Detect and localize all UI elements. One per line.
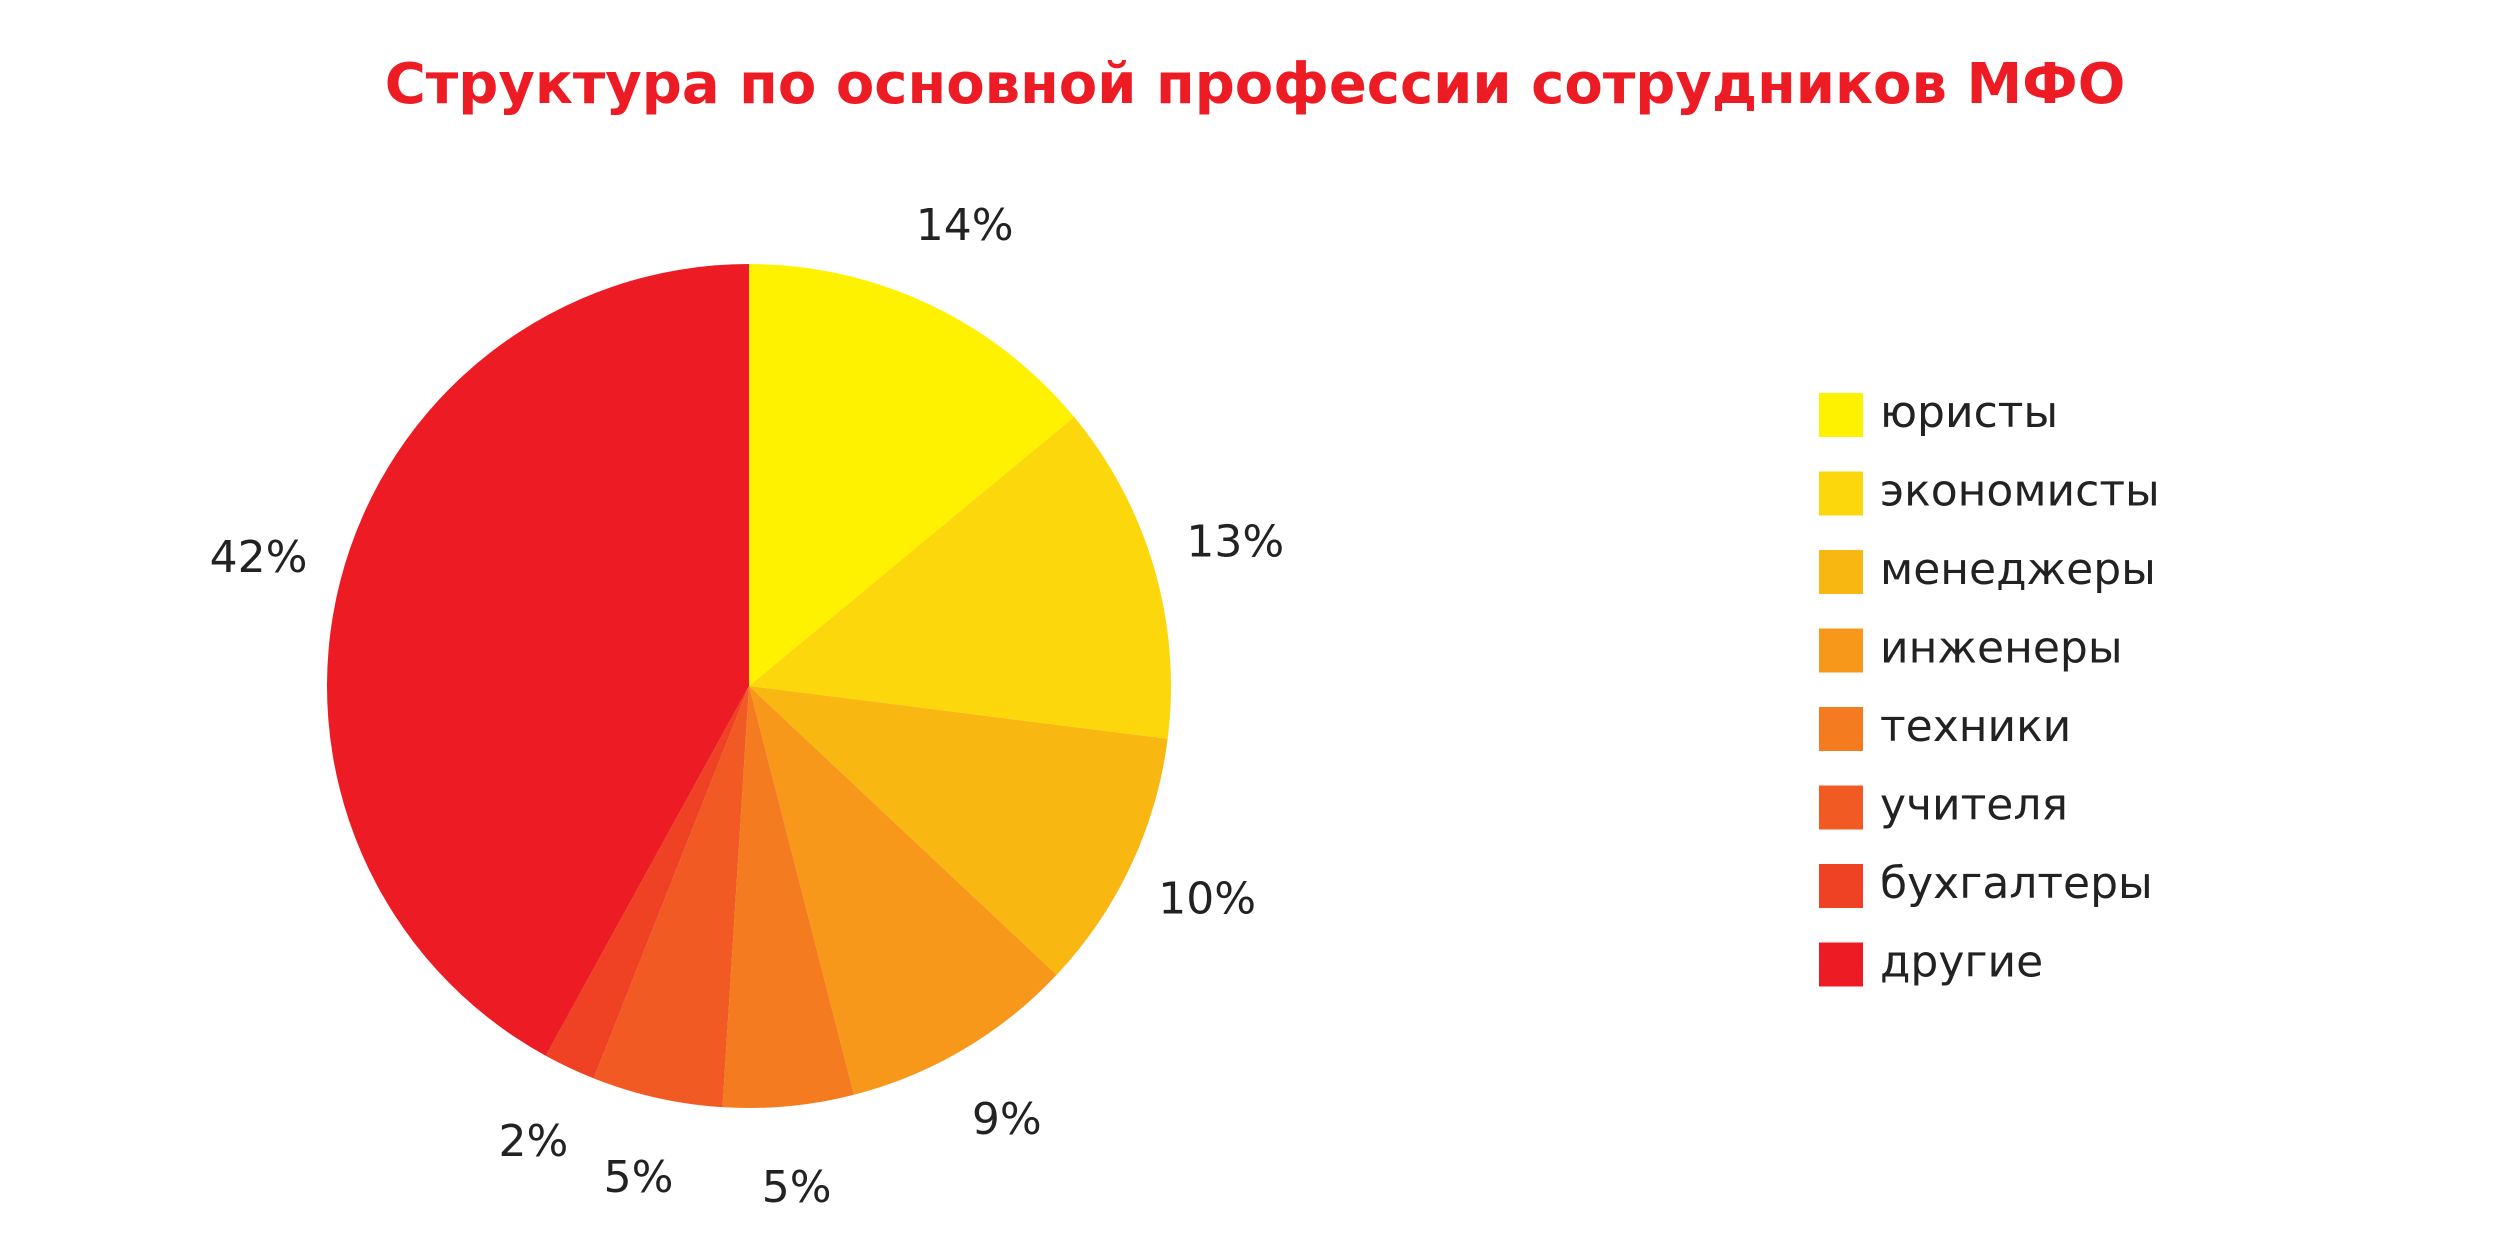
data-label: 5%	[604, 1152, 674, 1203]
data-label: 2%	[498, 1116, 568, 1167]
legend-label: техники	[1880, 701, 2071, 752]
legend-label: бухгалтеры	[1880, 858, 2153, 909]
legend-swatch	[1819, 550, 1863, 594]
legend-swatch	[1819, 864, 1863, 908]
pie-slice	[749, 686, 1168, 975]
legend-swatch	[1819, 707, 1863, 751]
pie-slice	[749, 417, 1171, 739]
pie-slice	[749, 686, 1057, 1095]
data-label: 5%	[762, 1162, 832, 1213]
data-label: 13%	[1186, 517, 1284, 568]
legend-label: учителя	[1880, 780, 2068, 831]
legend-label: юристы	[1880, 387, 2058, 438]
pie-slice	[593, 686, 749, 1108]
legend-swatch	[1819, 393, 1863, 437]
data-label: 10%	[1158, 874, 1256, 925]
data-label: 42%	[210, 532, 308, 583]
legend-swatch	[1819, 785, 1863, 830]
legend-swatch	[1819, 942, 1863, 987]
legend-label: менеджеры	[1880, 544, 2156, 595]
data-label: 14%	[916, 200, 1014, 251]
pie-slice	[722, 686, 854, 1109]
legend-label: другие	[1880, 937, 2043, 988]
pie-slice	[545, 686, 749, 1079]
chart-title: Структура по основной профессии сотрудни…	[385, 52, 2126, 117]
pie-slice	[326, 264, 749, 1056]
legend-swatch	[1819, 628, 1863, 673]
data-label: 9%	[972, 1094, 1042, 1145]
pie-slice	[749, 264, 1075, 686]
legend-label: инженеры	[1880, 623, 2123, 674]
legend-label: экономисты	[1880, 466, 2160, 517]
legend-swatch	[1819, 471, 1863, 516]
